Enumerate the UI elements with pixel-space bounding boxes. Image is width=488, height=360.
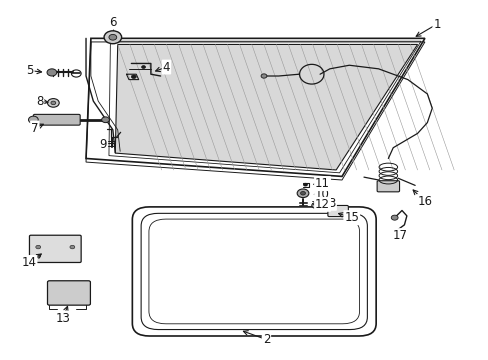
Text: 13: 13	[56, 311, 70, 325]
Text: 6: 6	[109, 16, 116, 29]
Circle shape	[142, 66, 145, 68]
Text: 7: 7	[31, 122, 39, 135]
Circle shape	[47, 69, 57, 76]
Circle shape	[109, 35, 117, 40]
Text: 11: 11	[314, 177, 329, 190]
FancyBboxPatch shape	[29, 235, 81, 262]
Circle shape	[36, 245, 41, 249]
FancyBboxPatch shape	[33, 114, 80, 125]
FancyBboxPatch shape	[376, 181, 399, 192]
Text: 15: 15	[344, 211, 359, 224]
Circle shape	[104, 31, 122, 44]
Circle shape	[70, 245, 75, 249]
Circle shape	[390, 215, 397, 220]
Text: 4: 4	[163, 60, 170, 73]
Text: 16: 16	[417, 195, 431, 208]
Text: 12: 12	[314, 198, 329, 211]
FancyBboxPatch shape	[327, 206, 347, 217]
Text: 8: 8	[36, 95, 43, 108]
Text: 14: 14	[21, 256, 37, 269]
Polygon shape	[115, 44, 417, 170]
Circle shape	[300, 192, 305, 195]
Circle shape	[51, 101, 56, 105]
Circle shape	[131, 75, 136, 78]
Text: 1: 1	[432, 18, 440, 31]
Circle shape	[36, 254, 41, 258]
Text: 2: 2	[262, 333, 270, 346]
Circle shape	[102, 117, 109, 123]
Text: 17: 17	[392, 229, 407, 242]
Text: 10: 10	[314, 188, 329, 201]
Circle shape	[303, 183, 307, 186]
Text: 3: 3	[328, 197, 335, 210]
Text: 9: 9	[99, 138, 106, 150]
Circle shape	[311, 203, 319, 208]
FancyBboxPatch shape	[47, 281, 90, 305]
Circle shape	[28, 116, 38, 123]
Circle shape	[297, 189, 308, 198]
Circle shape	[261, 74, 266, 78]
Text: 5: 5	[26, 64, 34, 77]
Circle shape	[47, 99, 59, 107]
